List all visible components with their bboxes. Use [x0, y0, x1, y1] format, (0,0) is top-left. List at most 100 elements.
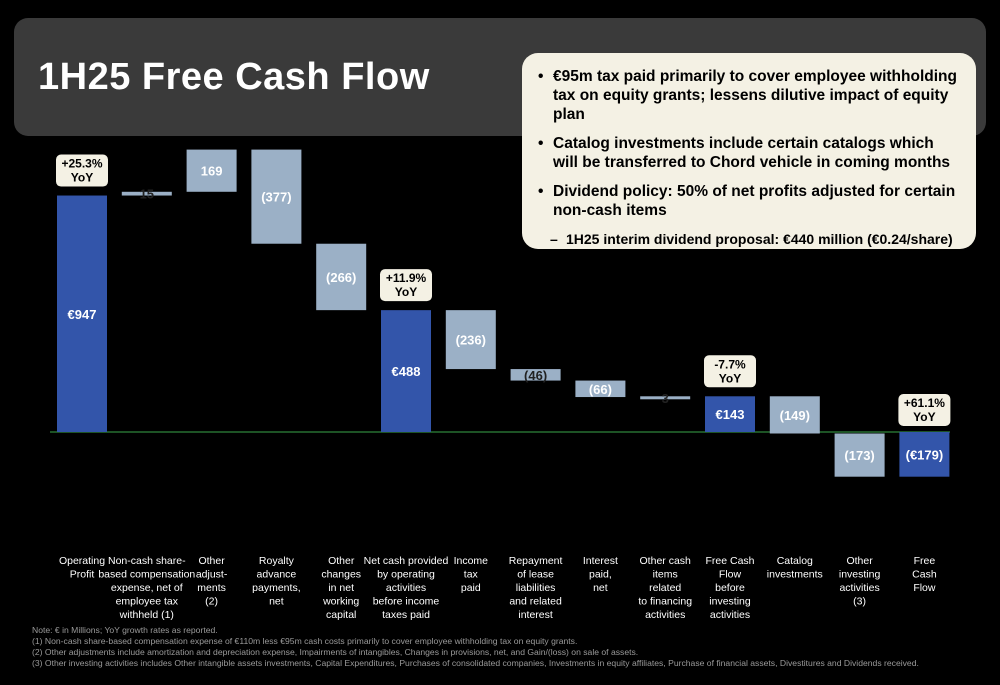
category-label-line: activities — [386, 582, 426, 594]
category-label-line: investing — [839, 569, 881, 581]
yoy-callout-text: YoY — [913, 410, 935, 424]
category-label-line: based compensation — [98, 569, 195, 581]
category-label-line: Catalog — [777, 555, 813, 567]
category-label-line: advance — [257, 569, 297, 581]
category-label-4: Other changes in net working capital — [321, 555, 361, 621]
category-label-line: Flow — [719, 569, 742, 581]
bullet-tax-paid: €95m tax paid primarily to cover employe… — [538, 67, 962, 124]
bar-8 — [575, 380, 626, 398]
category-label-line: related — [649, 582, 681, 594]
category-label-line: activities — [645, 609, 685, 621]
category-label-line: tax — [464, 569, 479, 581]
category-label-line: Free — [914, 555, 936, 567]
category-label-line: before — [715, 582, 745, 594]
bullet-dividend-policy: Dividend policy: 50% of net profits adju… — [538, 182, 962, 220]
category-label-line: paid, — [589, 569, 612, 581]
category-label-line: changes — [321, 569, 361, 581]
bar-13 — [899, 432, 950, 477]
bar-label-1: 15 — [140, 187, 154, 202]
category-label-line: withheld (1) — [119, 609, 174, 621]
bar-label-10: €143 — [716, 407, 745, 422]
yoy-callout-text: YoY — [71, 171, 93, 185]
category-label-line: net — [269, 596, 284, 608]
category-label-11: Catalog investments — [767, 555, 823, 581]
category-label-line: Non-cash share- — [108, 555, 186, 567]
category-label-line: Operating — [59, 555, 105, 567]
yoy-callout-text: +61.1% — [904, 396, 945, 410]
page-title: 1H25 Free Cash Flow — [38, 56, 430, 98]
bar-11 — [769, 396, 820, 434]
category-label-line: before income — [373, 596, 440, 608]
category-label-line: Flow — [913, 582, 936, 594]
yoy-callout-text: -7.7% — [714, 357, 746, 371]
bar-label-2: 169 — [201, 164, 223, 179]
category-label-line: paid — [461, 582, 481, 594]
key-points-box: €95m tax paid primarily to cover employe… — [522, 53, 976, 249]
footnote-1: (1) Non-cash share-based compensation ex… — [32, 636, 578, 646]
category-label-line: liabilities — [516, 582, 556, 594]
category-label-line: Other — [328, 555, 355, 567]
bar-0 — [57, 195, 107, 432]
category-label-5: Net cash provided by operating activities b… — [364, 555, 449, 621]
bar-12 — [834, 433, 885, 477]
category-label-line: activities — [839, 582, 879, 594]
yoy-callout-0 — [56, 154, 108, 187]
category-label-line: investing — [709, 596, 751, 608]
category-label-line: to financing — [638, 596, 692, 608]
bar-6 — [445, 310, 496, 370]
yoy-callout-1 — [380, 269, 432, 302]
category-label-line: expense, net of — [111, 582, 183, 594]
bar-label-6: (236) — [456, 333, 486, 348]
category-label-1: Non-cash share-based compensation expense… — [98, 555, 195, 621]
category-label-line: Income — [454, 555, 489, 567]
category-label-line: Free Cash — [705, 555, 754, 567]
bar-10 — [705, 396, 755, 432]
category-label-line: (3) — [853, 596, 866, 608]
category-label-line: investments — [767, 569, 823, 581]
yoy-callout-text: +25.3% — [61, 157, 102, 171]
category-label-line: Interest — [583, 555, 618, 567]
category-label-0: Operating Profit — [59, 555, 105, 581]
footnote-3: (3) Other investing activities includes … — [32, 658, 919, 668]
bar-3 — [251, 149, 302, 244]
bar-label-0: €947 — [68, 307, 97, 322]
bar-label-7: (46) — [524, 368, 547, 383]
category-label-line: net — [593, 582, 608, 594]
bar-label-8: (66) — [589, 382, 612, 397]
bar-label-5: €488 — [392, 364, 421, 379]
category-label-line: (2) — [205, 596, 218, 608]
category-label-line: interest — [518, 609, 553, 621]
category-label-line: adjust- — [196, 569, 228, 581]
category-label-line: by operating — [377, 569, 435, 581]
bar-label-9: 3 — [662, 391, 669, 406]
category-label-line: items — [653, 569, 678, 581]
category-label-7: Repayment of lease liabilities and related i… — [509, 555, 563, 621]
bar-label-13: (€179) — [906, 447, 944, 462]
bar-1 — [121, 191, 172, 196]
category-label-line: Other cash — [640, 555, 692, 567]
yoy-callout-3 — [898, 394, 951, 426]
category-label-line: in net — [328, 582, 354, 594]
bar-label-4: (266) — [326, 270, 356, 285]
category-label-line: Net cash provided — [364, 555, 449, 567]
category-label-line: Other — [846, 555, 873, 567]
bar-label-3: (377) — [261, 190, 291, 205]
bar-2 — [186, 149, 237, 192]
category-label-line: capital — [326, 609, 356, 621]
category-label-line: activities — [710, 609, 750, 621]
category-label-8: Interest paid, net — [583, 555, 618, 594]
bar-label-12: (173) — [844, 448, 874, 463]
bar-7 — [510, 369, 561, 381]
yoy-callout-text: +11.9% — [386, 271, 427, 285]
category-label-line: employee tax — [116, 596, 179, 608]
footnote-general: Note: € in Millions; YoY growth rates as… — [32, 625, 218, 635]
yoy-callout-text: YoY — [719, 371, 741, 385]
category-label-9: Other cash items related to financing activi… — [638, 555, 692, 621]
category-label-13: Free Cash Flow — [912, 555, 937, 594]
category-label-line: of lease — [517, 569, 554, 581]
category-label-12: Other investing activities (3) — [839, 555, 881, 608]
sub-bullet-interim-dividend: 1H25 interim dividend proposal: €440 mil… — [538, 230, 962, 248]
bar-4 — [316, 243, 367, 311]
category-label-line: Cash — [912, 569, 937, 581]
